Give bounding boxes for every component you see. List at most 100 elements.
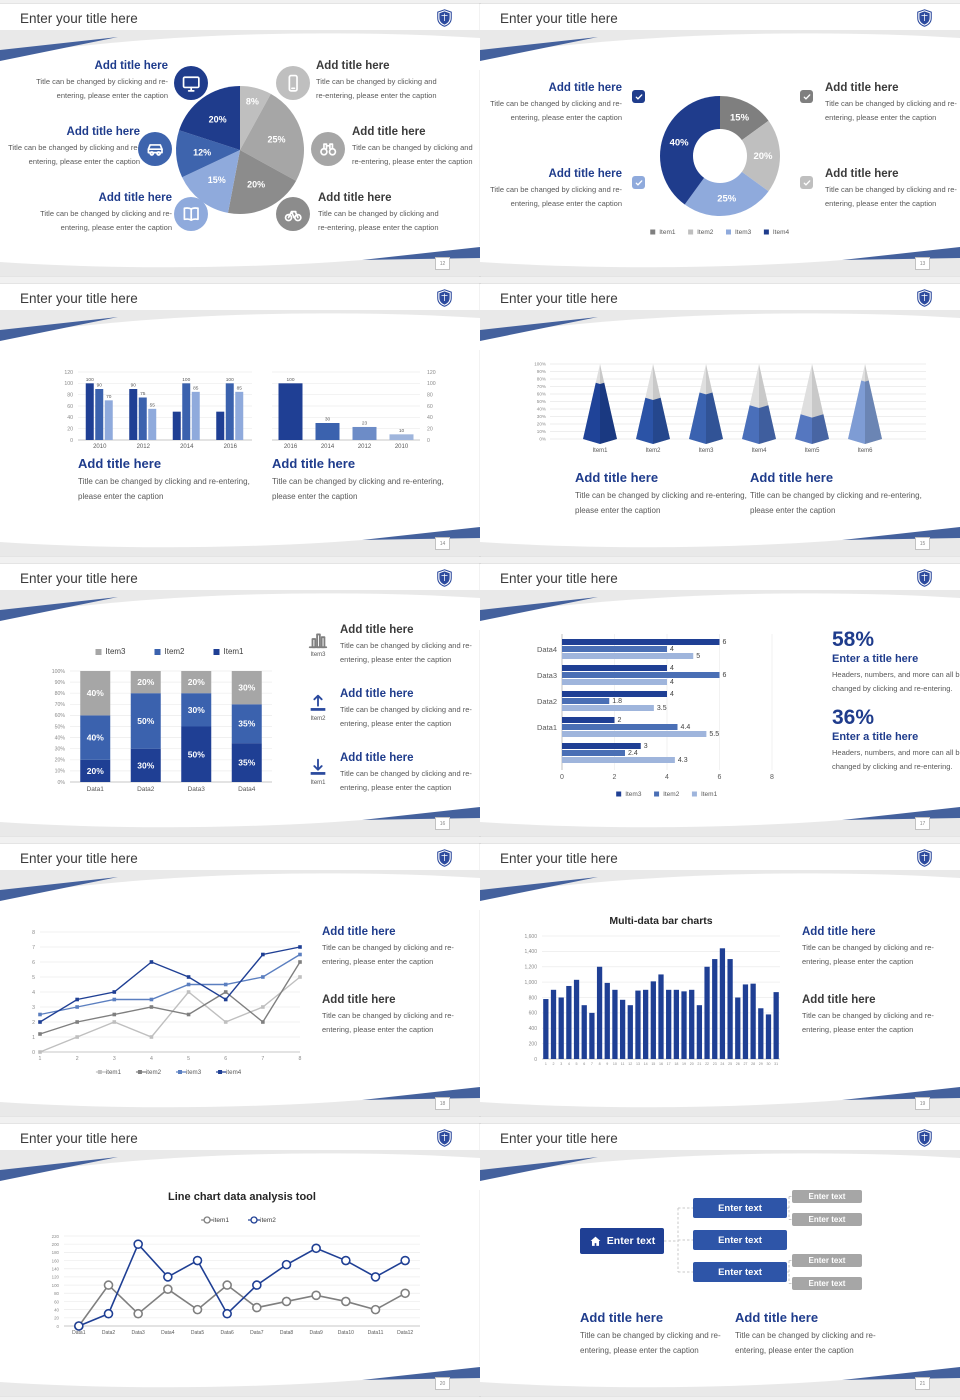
svg-text:55: 55 (150, 402, 156, 408)
svg-text:20%: 20% (537, 422, 546, 427)
svg-text:40: 40 (67, 415, 73, 421)
callout-block: Add title here Title can be changed by cl… (32, 192, 172, 235)
svg-text:100%: 100% (52, 669, 66, 675)
svg-text:4.4: 4.4 (681, 724, 691, 731)
pie-chart: 8% 25% 20% 15% 12% 20% (175, 86, 305, 214)
svg-text:Item2: Item2 (663, 791, 680, 798)
horizontal-bar-chart: 0 2 4 6 8 6 4 5 Data4 4 6 4 Data3 4 1.8 3.5 Data2 2 4.4 5.5… (537, 634, 774, 798)
checkbox-icon (800, 176, 813, 189)
callout-block: Add title here Title can be changed by cl… (28, 60, 168, 103)
checkbox-icon (632, 90, 645, 103)
svg-text:Data4: Data4 (238, 786, 256, 793)
svg-text:Item6: Item6 (857, 448, 873, 454)
svg-text:item3: item3 (186, 1069, 202, 1076)
tree-box-label: Enter text (718, 1266, 762, 1278)
svg-text:7: 7 (261, 1056, 264, 1062)
tree-leaf-box: Enter text (792, 1254, 862, 1267)
callout-caption: Title can be changed by clicking and re-… (802, 1011, 934, 1034)
callout-caption: Title can be changed by clicking and re-… (735, 1331, 876, 1356)
page-number: 16 (435, 817, 450, 830)
svg-text:40%: 40% (670, 138, 690, 149)
svg-text:3: 3 (32, 1005, 35, 1011)
svg-text:220: 220 (52, 1234, 60, 1239)
donut-chart: 15% 20% 25% 40% Item1 Item2 Item3 Item4 (650, 96, 790, 236)
callout-title: Add title here (66, 126, 140, 138)
svg-text:5.5: 5.5 (709, 731, 719, 738)
svg-text:60: 60 (427, 404, 433, 410)
home-icon (589, 1235, 602, 1248)
callout-block: Add title here Title can be changed by cl… (78, 456, 273, 504)
svg-text:6: 6 (224, 1056, 227, 1062)
callout-block: Add title here Title can be changed by cl… (825, 82, 957, 125)
tree-box-label: Enter text (808, 1215, 846, 1224)
svg-text:20%: 20% (247, 179, 265, 189)
slide-14: Enter your title here 0 20 40 60 80 100 120 100… (0, 284, 480, 556)
svg-text:Data8: Data8 (280, 1330, 294, 1336)
svg-text:item1: item1 (106, 1069, 122, 1076)
svg-text:item2: item2 (260, 1217, 276, 1224)
svg-text:0: 0 (32, 1050, 35, 1056)
tree-root-box: Enter text (580, 1228, 664, 1254)
slide-title: Enter your title here (20, 571, 138, 586)
book-icon (174, 197, 208, 231)
checkbox-icon (632, 176, 645, 189)
svg-text:1,000: 1,000 (524, 980, 537, 986)
svg-text:1,600: 1,600 (524, 934, 537, 940)
tree-mid-box: Enter text (693, 1230, 787, 1250)
svg-text:20%: 20% (137, 677, 154, 687)
svg-text:90%: 90% (537, 369, 546, 374)
svg-text:16: 16 (659, 1062, 663, 1066)
svg-text:20: 20 (427, 426, 433, 432)
svg-text:1,400: 1,400 (524, 949, 537, 955)
svg-text:50%: 50% (537, 399, 546, 404)
callout-caption: Title can be changed by clicking and re-… (36, 77, 168, 100)
slide-17: Enter your title here 0 2 4 6 8 6 4 5 Data4 4 6 4 Da… (480, 564, 960, 836)
svg-text:Item3: Item3 (106, 647, 127, 656)
svg-text:Item4: Item4 (751, 448, 767, 454)
crest-logo-icon (917, 849, 932, 867)
svg-text:Item1: Item1 (701, 791, 718, 798)
slide-content: 58% Enter a title here Headers, numbers, a… (480, 564, 960, 836)
upload-icon: Item2 (304, 692, 332, 722)
svg-text:20%: 20% (55, 758, 66, 764)
svg-text:0: 0 (70, 438, 73, 444)
svg-text:Item1: Item1 (659, 229, 676, 236)
svg-text:6: 6 (583, 1062, 585, 1066)
tree-mid-box: Enter text (693, 1198, 787, 1218)
svg-text:140: 140 (52, 1267, 60, 1272)
slide-title: Enter your title here (20, 1131, 138, 1146)
callout-title: Add title here (98, 192, 172, 204)
svg-text:4: 4 (568, 1062, 570, 1066)
page-number: 20 (435, 1377, 450, 1390)
callout-caption: Title can be changed by clicking and re-… (78, 477, 250, 502)
svg-text:21: 21 (697, 1062, 701, 1066)
bottom-swoosh-decor (0, 806, 480, 836)
tree-mid-box: Enter text (693, 1262, 787, 1282)
svg-text:8: 8 (599, 1062, 601, 1066)
svg-text:60: 60 (54, 1299, 59, 1304)
svg-text:5: 5 (187, 1056, 190, 1062)
svg-text:Item3: Item3 (698, 448, 714, 454)
svg-text:6: 6 (32, 960, 35, 966)
svg-text:80: 80 (54, 1291, 59, 1296)
svg-text:0: 0 (57, 1324, 60, 1329)
svg-text:100%: 100% (534, 362, 546, 367)
svg-text:50%: 50% (55, 724, 66, 730)
svg-text:Item3: Item3 (735, 229, 752, 236)
svg-text:Item1: Item1 (592, 448, 608, 454)
slide-21: Enter your title here Enter text Enter te… (480, 1124, 960, 1396)
callout-caption: Title can be changed by clicking and re-… (322, 943, 454, 966)
slide-content: Add title here Title can be changed by cl… (480, 284, 960, 556)
svg-text:2016: 2016 (284, 444, 298, 450)
svg-text:18: 18 (674, 1062, 678, 1066)
tree-leaf-box: Enter text (792, 1190, 862, 1203)
svg-text:17: 17 (667, 1062, 671, 1066)
tree-leaf-box: Enter text (792, 1277, 862, 1290)
callout-title: Add title here (802, 994, 876, 1006)
svg-text:28: 28 (751, 1062, 755, 1066)
svg-text:1.8: 1.8 (612, 698, 622, 705)
callout-title: Add title here (548, 82, 622, 94)
slide-19: Enter your title here Multi-data bar cha… (480, 844, 960, 1116)
svg-text:8: 8 (299, 1056, 302, 1062)
